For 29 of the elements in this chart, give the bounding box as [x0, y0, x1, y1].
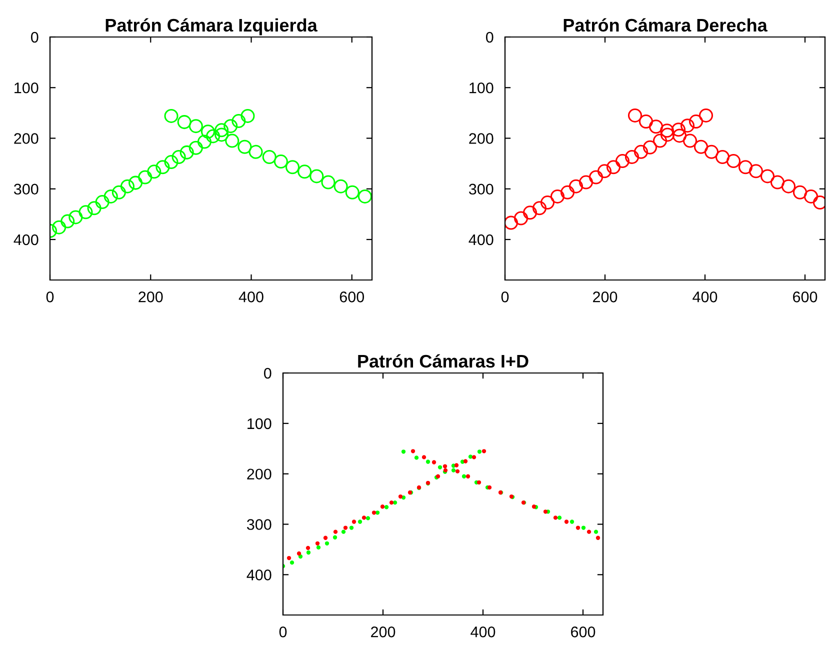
y-tick-label: 300 — [14, 184, 38, 195]
y-tick-label: 100 — [248, 418, 272, 430]
x-tick-label: 0 — [279, 626, 287, 638]
x-tick-label: 200 — [138, 292, 163, 302]
y-tick-label: 0 — [264, 368, 272, 379]
chart-title: Patrón Cámara Derecha — [564, 18, 768, 32]
x-tick-label: 200 — [593, 292, 618, 302]
y-tick-label: 100 — [14, 82, 38, 94]
y-tick-label: 300 — [468, 184, 494, 195]
chart-title: Patrón Cámara Izquierda — [106, 18, 318, 36]
x-tick-label: 0 — [46, 292, 54, 302]
y-tick-label: 300 — [246, 519, 272, 530]
y-tick-label: 400 — [468, 234, 494, 246]
x-tick-label: 600 — [340, 292, 364, 302]
y-tick-label: 400 — [14, 234, 38, 246]
x-tick-label: 400 — [238, 292, 264, 302]
y-tick-label: 200 — [14, 133, 38, 144]
x-tick-label: 0 — [501, 292, 509, 302]
y-tick-label: 200 — [247, 468, 272, 480]
chart-title: Patrón Cámaras I+D — [358, 354, 528, 368]
x-tick-label: 400 — [692, 292, 718, 302]
y-tick-label: 100 — [470, 82, 494, 94]
x-tick-label: 600 — [571, 626, 596, 638]
y-tick-label: 0 — [30, 32, 38, 43]
y-tick-label: 200 — [469, 133, 494, 144]
y-tick-label: 400 — [246, 570, 272, 580]
x-tick-label: 200 — [371, 626, 396, 638]
y-tick-label: 0 — [486, 32, 494, 43]
x-tick-label: 600 — [793, 292, 818, 302]
